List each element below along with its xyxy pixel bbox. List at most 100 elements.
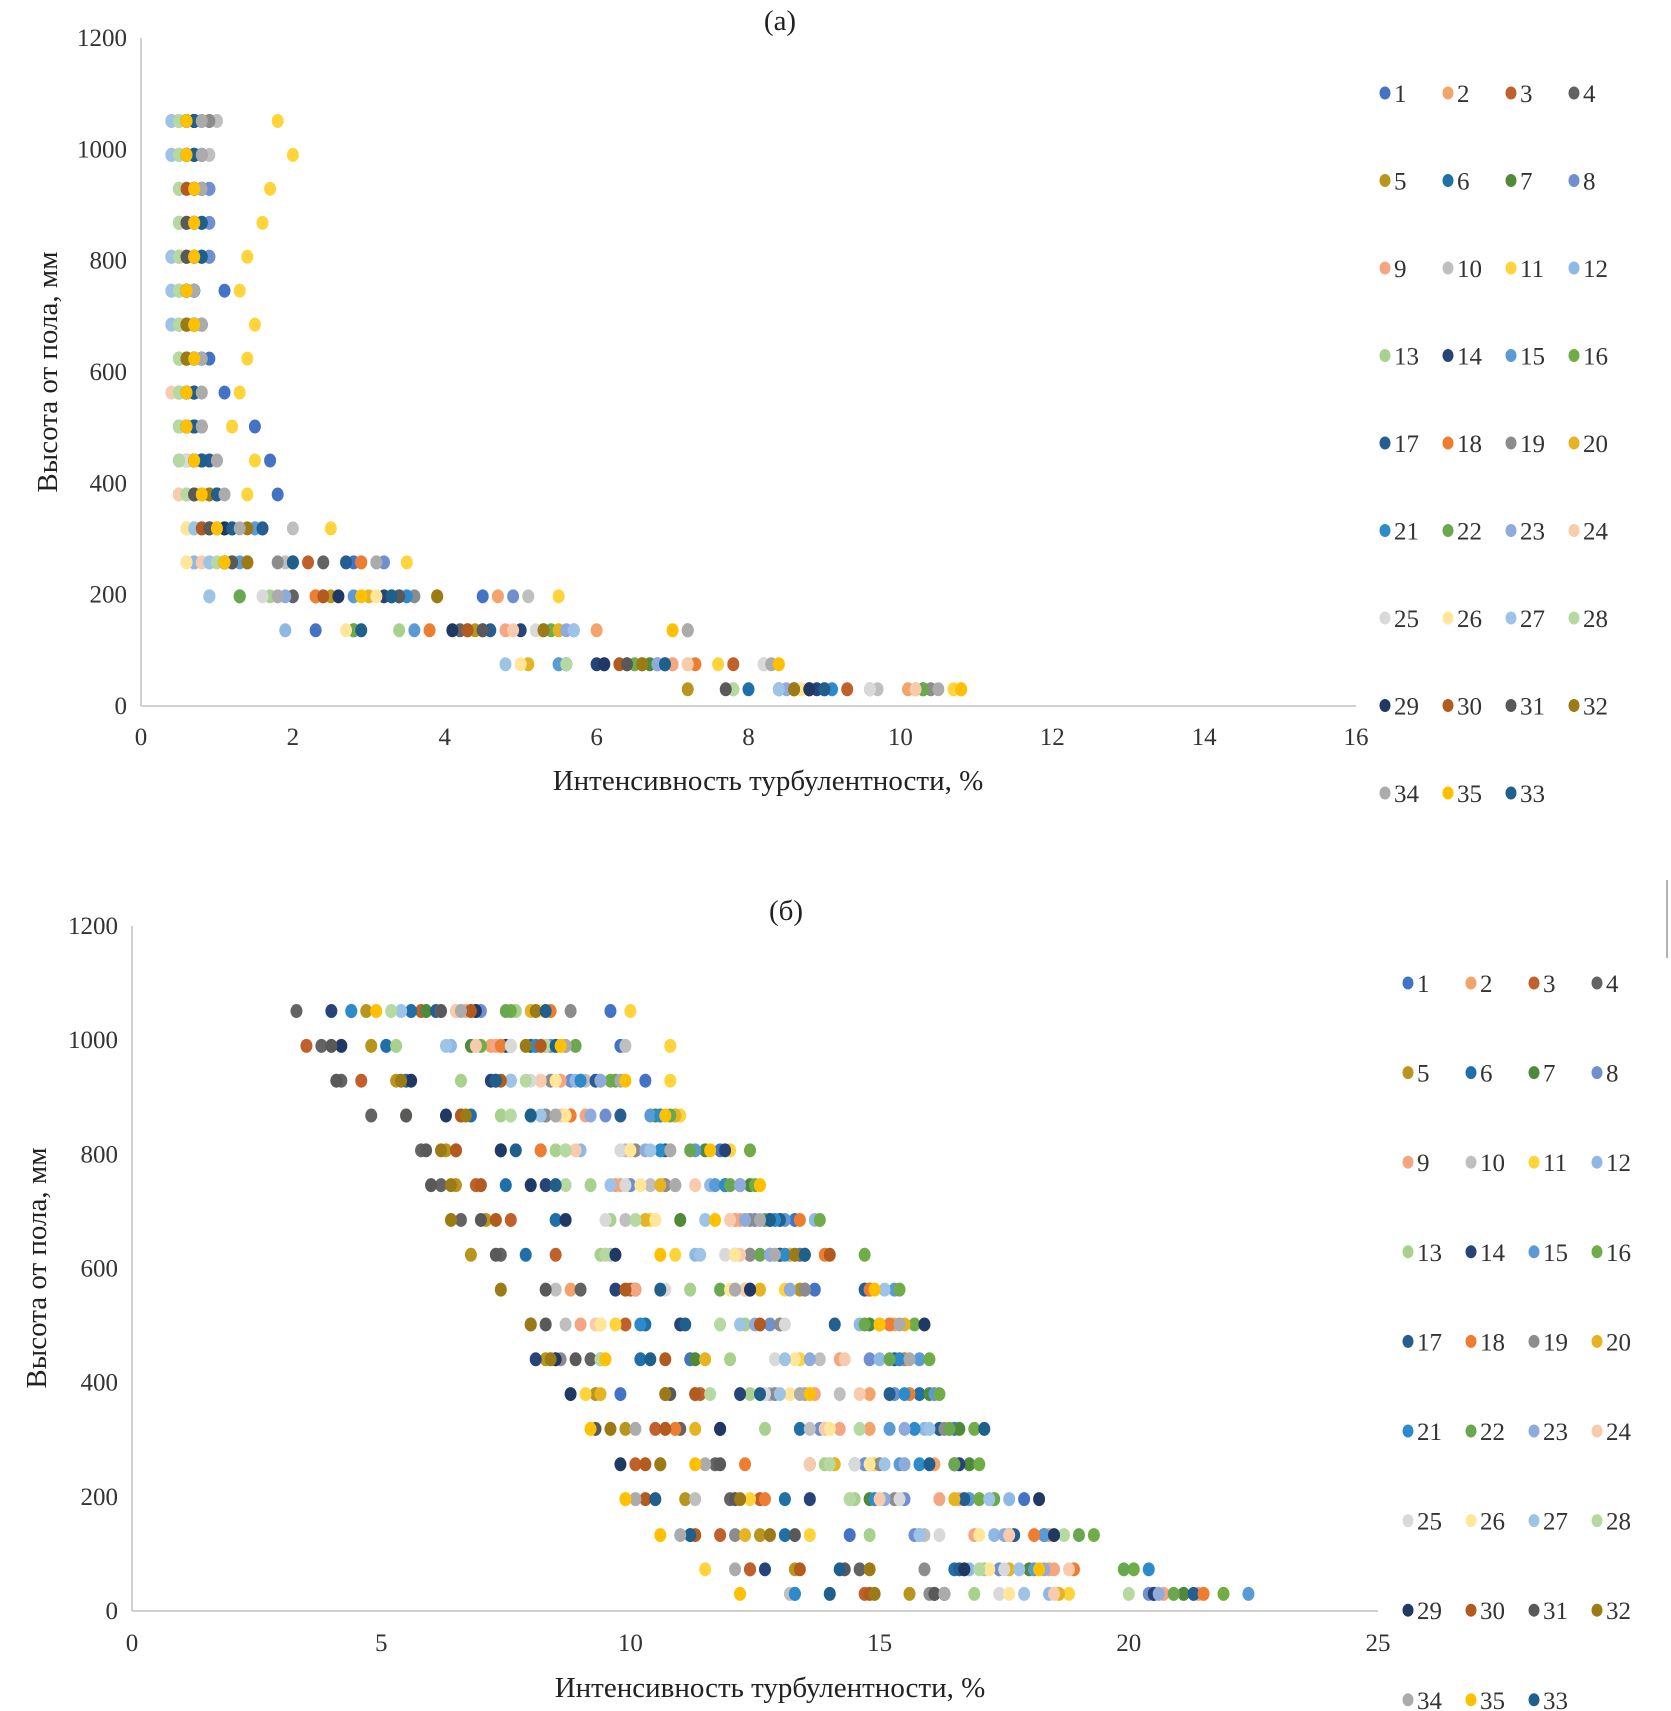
chart-b-point (1187, 1586, 1200, 1601)
chart-a-point (370, 589, 383, 604)
chart-b-legend-marker (1465, 1066, 1477, 1080)
chart-a-point (271, 113, 284, 128)
chart-a-point (195, 147, 208, 162)
chart-b-point (654, 1528, 667, 1543)
chart-b-legend-item: 16 (1591, 1240, 1631, 1267)
chart-b-point (594, 1073, 607, 1088)
chart-a-legend-marker (1505, 349, 1517, 362)
chart-b-point (953, 1421, 966, 1436)
chart-b-point (689, 1457, 702, 1472)
chart-b-point (734, 1492, 747, 1507)
chart-a-point (658, 657, 671, 672)
chart-b-point (624, 1004, 637, 1019)
chart-b-point (913, 1528, 926, 1543)
chart-b-legend-marker (1528, 1066, 1540, 1080)
chart-a-point (719, 682, 732, 697)
chart-b-point (753, 1317, 766, 1332)
chart-a-point (256, 215, 269, 230)
chart-b-point (1058, 1528, 1071, 1543)
chart-a-series-28 (172, 113, 740, 697)
chart-b-point (1072, 1528, 1085, 1543)
chart-a-point (803, 682, 816, 697)
chart-a-point (180, 283, 193, 298)
chart-b-point (773, 1387, 786, 1402)
chart-b-point (853, 1421, 866, 1436)
chart-a-legend-marker (1568, 86, 1580, 100)
chart-b-point (778, 1352, 791, 1367)
chart-a-point (195, 487, 208, 502)
chart-b-legend-item: 26 (1465, 1509, 1505, 1536)
chart-b-point (858, 1317, 871, 1332)
chart-b-point (524, 1108, 537, 1123)
chart-b-legend-label: 22 (1480, 1419, 1505, 1446)
chart-b-point (744, 1282, 757, 1297)
chart-b-point (1033, 1562, 1046, 1577)
chart-a-series-31 (180, 113, 732, 697)
chart-a-legend-marker (1379, 86, 1391, 100)
chart-a-legend-marker (1568, 261, 1580, 275)
chart-a-series-35 (180, 113, 968, 697)
chart-b-point (763, 1317, 776, 1332)
chart-b-point (1018, 1492, 1031, 1507)
chart-a-legend-item: 28 (1568, 606, 1608, 633)
chart-a-legend-item: 24 (1568, 519, 1609, 546)
chart-a-point (195, 385, 208, 400)
chart-b-point (654, 1247, 667, 1262)
chart-b-point (519, 1038, 532, 1053)
chart-b-point (499, 1178, 512, 1193)
chart-b-legend-label: 28 (1606, 1509, 1631, 1536)
chart-b-point (898, 1421, 911, 1436)
chart-b-point (853, 1562, 866, 1577)
chart-b-point (758, 1562, 771, 1577)
chart-a-y-tick-label: 200 (90, 582, 128, 609)
chart-b-point (599, 1247, 612, 1262)
chart-b-point (778, 1492, 791, 1507)
chart-b-series-12 (444, 1004, 1056, 1601)
chart-b-legend-marker (1528, 1334, 1540, 1348)
chart-a-legend-label: 4 (1583, 81, 1596, 108)
chart-a-legend-label: 29 (1394, 694, 1419, 721)
chart-a-x-tick-label: 2 (287, 724, 300, 751)
chart-a-point (286, 555, 299, 570)
chart-a-legend-item: 18 (1442, 431, 1482, 458)
chart-b-point (669, 1247, 682, 1262)
chart-b-point (1048, 1528, 1061, 1543)
chart-a-point (370, 555, 383, 570)
chart-b-point (659, 1352, 672, 1367)
chart-b-legend-item: 11 (1528, 1150, 1567, 1177)
chart-a-point (180, 385, 193, 400)
chart-b-point (853, 1387, 866, 1402)
chart-a-series-12 (172, 113, 785, 697)
chart-a-legend-label: 25 (1394, 606, 1419, 633)
chart-b-point (385, 1004, 398, 1019)
chart-b-point (549, 1143, 562, 1158)
chart-a-series-25 (172, 113, 876, 697)
chart-b-point (395, 1004, 408, 1019)
chart-b-point (634, 1317, 647, 1332)
chart-b-point (878, 1457, 891, 1472)
chart-b-point (564, 1004, 577, 1019)
chart-b-point (719, 1143, 732, 1158)
chart-a-series-20 (180, 113, 968, 697)
chart-b-point (933, 1387, 946, 1402)
chart-b-point (574, 1317, 587, 1332)
chart-a-series-19 (188, 113, 937, 697)
chart-b-legend-item: 13 (1402, 1240, 1442, 1267)
chart-b-point (504, 1073, 517, 1088)
chart-b-legend-marker (1591, 1155, 1603, 1169)
chart-a-legend-marker (1442, 524, 1454, 537)
chart-b-point (1003, 1586, 1016, 1601)
chart-b-legend-item: 9 (1402, 1150, 1430, 1177)
chart-b-legend-label: 35 (1480, 1688, 1505, 1711)
chart-b-point (370, 1004, 383, 1019)
chart-b-point (788, 1352, 801, 1367)
chart-b-point (823, 1586, 836, 1601)
chart-b-legend-label: 5 (1417, 1061, 1430, 1088)
chart-b-point (983, 1562, 996, 1577)
chart-b-legend-label: 26 (1480, 1509, 1505, 1536)
chart-b-point (968, 1421, 981, 1436)
chart-b-point (833, 1562, 846, 1577)
chart-b-point (694, 1247, 707, 1262)
chart-b-point (569, 1143, 582, 1158)
chart-a-point (461, 623, 474, 638)
